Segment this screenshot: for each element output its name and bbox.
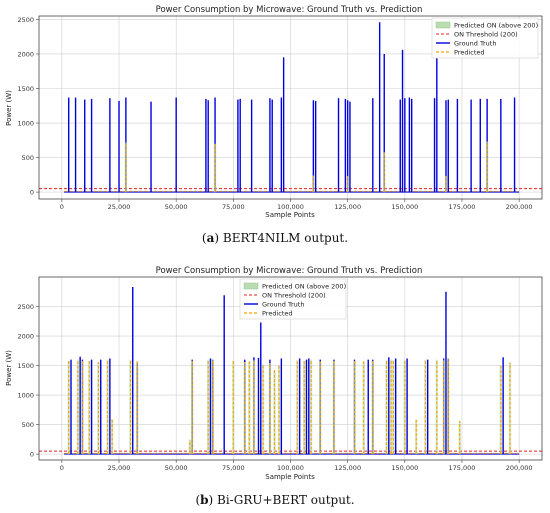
chart-b-title: Power Consumption by Microwave: Ground T…: [156, 266, 423, 276]
chart-a-xtick-label: 150,000: [391, 203, 418, 211]
chart-panel-b: Power Consumption by Microwave: Ground T…: [5, 266, 543, 507]
chart-a-xtick-label: 125,000: [334, 203, 361, 211]
chart-b-predicted-on-region: [499, 365, 503, 455]
chart-a-legend-label: Ground Truth: [454, 39, 496, 47]
caption-a-letter: a: [207, 231, 215, 245]
chart-b-legend-label: Predicted ON (above 200): [262, 282, 346, 290]
chart-b-xtick-label: 0: [60, 464, 64, 472]
chart-a-xtick-label: 0: [60, 203, 64, 211]
chart-a-legend: Predicted ON (above 200)ON Threshold (20…: [431, 17, 539, 59]
chart-b-legend: Predicted ON (above 200)ON Threshold (20…: [239, 278, 347, 320]
chart-b-xtick-label: 200,000: [506, 464, 533, 472]
chart-b-xtick-label: 75,000: [222, 464, 245, 472]
chart-a-ytick-label: 500: [22, 154, 34, 162]
chart-panel-a: Power Consumption by Microwave: Ground T…: [5, 5, 543, 245]
chart-a-plot-area: [39, 22, 542, 193]
caption-a: (a) BERT4NILM output.: [202, 231, 348, 245]
chart-b-y-ticks: 0 500 1000 1500 2000 2500: [17, 303, 39, 458]
chart-b-ylabel: Power (W): [5, 350, 13, 386]
chart-b-predicted-on-region: [458, 421, 461, 455]
chart-b-ytick-label: 2000: [17, 332, 34, 340]
chart-a-legend-swatch-predicted-on: [435, 21, 451, 29]
chart-a-ylabel: Power (W): [5, 90, 13, 126]
chart-b-xtick-label: 150,000: [391, 464, 418, 472]
chart-b-xtick-label: 25,000: [108, 464, 131, 472]
chart-a-ytick-label: 1500: [17, 85, 34, 93]
chart-a-xtick-label: 75,000: [222, 203, 245, 211]
chart-a-title: Power Consumption by Microwave: Ground T…: [156, 5, 423, 15]
caption-b: (b) Bi-GRU+BERT output.: [195, 493, 354, 507]
chart-b-legend-swatch-predicted-on: [243, 282, 259, 290]
chart-b-ytick-label: 2500: [17, 303, 34, 311]
chart-a-xtick-label: 175,000: [449, 203, 476, 211]
chart-b-xtick-label: 125,000: [334, 464, 361, 472]
caption-a-text: BERT4NILM output.: [223, 231, 348, 245]
chart-b-xlabel: Sample Points: [265, 473, 315, 481]
chart-b-predicted-on-region: [110, 419, 114, 455]
chart-a-xtick-label: 200,000: [506, 203, 533, 211]
chart-b-plot-area: [39, 287, 542, 455]
chart-a-ytick-label: 2000: [17, 50, 34, 58]
chart-a-y-ticks: 0 500 1000 1500 2000 2500: [17, 16, 39, 196]
chart-a-x-ticks: 0 25,000 50,000 75,000 100,000 125,000 150,000…: [60, 199, 533, 211]
chart-a-xtick-label: 50,000: [165, 203, 188, 211]
chart-a-predicted-on-region: [444, 176, 448, 193]
chart-a-ytick-label: 1000: [17, 119, 34, 127]
chart-a-xtick-label: 25,000: [108, 203, 131, 211]
chart-a-ytick-label: 0: [30, 188, 34, 196]
caption-b-text: Bi-GRU+BERT output.: [217, 493, 355, 507]
chart-b-xtick-label: 175,000: [449, 464, 476, 472]
chart-a-predicted-on-region: [346, 176, 349, 193]
chart-b-xtick-label: 100,000: [277, 464, 304, 472]
chart-b-legend-label: Ground Truth: [262, 300, 304, 308]
chart-b-x-ticks: 0 25,000 50,000 75,000 100,000 125,000 150,000…: [60, 460, 533, 472]
chart-a-predicted-on-region: [312, 175, 315, 193]
chart-b-legend-label: ON Threshold (200): [262, 291, 326, 299]
chart-b-ytick-label: 1500: [17, 362, 34, 370]
chart-a-xlabel: Sample Points: [265, 211, 315, 219]
chart-b-ytick-label: 500: [22, 421, 34, 429]
chart-b-predicted-on-region: [277, 365, 281, 455]
chart-a-legend-label: Predicted: [454, 48, 485, 56]
chart-a-ytick-label: 2500: [17, 16, 34, 24]
chart-b-ytick-label: 1000: [17, 391, 34, 399]
chart-a-legend-label: Predicted ON (above 200): [454, 21, 538, 29]
chart-b-legend-label: Predicted: [262, 309, 293, 317]
chart-a-legend-label: ON Threshold (200): [454, 30, 518, 38]
caption-b-letter: b: [200, 493, 208, 507]
chart-b-ytick-label: 0: [30, 450, 34, 458]
chart-b-predicted-on-region: [415, 419, 418, 455]
chart-a-xtick-label: 100,000: [277, 203, 304, 211]
chart-b-xtick-label: 50,000: [165, 464, 188, 472]
chart-b-predicted-on-region: [261, 364, 265, 455]
